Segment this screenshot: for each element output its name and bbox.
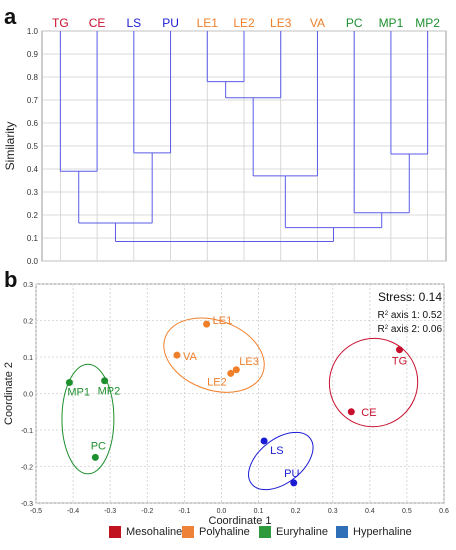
y-tick-label: -0.2 <box>21 465 33 472</box>
point-label-ce: CE <box>361 407 376 419</box>
legend-swatch-polyhaline <box>182 526 194 538</box>
x-tick-label: -0.2 <box>141 508 153 515</box>
legend-swatch-hyperhaline <box>336 526 348 538</box>
leaf-label-ce: CE <box>89 16 106 30</box>
y-tick-label: 0.0 <box>27 257 39 266</box>
legend-swatch-euryhaline <box>259 526 271 538</box>
x-tick-label: 0.5 <box>402 508 412 515</box>
legend-item-euryhaline: Euryhaline <box>259 525 328 539</box>
y-tick-label: 0.8 <box>27 73 39 82</box>
point-mp2 <box>101 377 109 385</box>
y-tick-label: 0.7 <box>27 96 39 105</box>
x-tick-label: 0.3 <box>328 508 338 515</box>
y-tick-label: 1.0 <box>27 27 39 36</box>
x-tick-label: 0.6 <box>439 508 449 515</box>
point-label-ls: LS <box>270 445 283 457</box>
point-label-tg: TG <box>392 356 407 368</box>
y-axis-label: Similarity <box>3 122 17 171</box>
y-tick-label: -0.3 <box>21 501 33 508</box>
group-ellipse-polyhaline <box>163 317 265 393</box>
legend-label-polyhaline: Polyhaline <box>199 526 250 538</box>
x-tick-label: -0.4 <box>67 508 79 515</box>
leaf-label-mp1: MP1 <box>379 16 404 30</box>
legend-label-euryhaline: Euryhaline <box>276 526 328 538</box>
x-tick-label: 0.1 <box>254 508 264 515</box>
point-label-mp1: MP1 <box>67 387 90 399</box>
leaf-label-ls: LS <box>126 16 141 30</box>
x-tick-label: 0.4 <box>365 508 375 515</box>
x-tick-label: -0.1 <box>178 508 190 515</box>
point-le2 <box>227 369 235 377</box>
y-tick-label: 0.1 <box>23 355 33 362</box>
point-tg <box>395 346 403 354</box>
point-pc <box>91 453 99 461</box>
group-ellipse-hyperhaline <box>248 431 314 491</box>
y-tick-label: 0.5 <box>27 142 39 151</box>
y-tick-label: -0.1 <box>21 428 33 435</box>
legend-item-hyperhaline: Hyperhaline <box>336 525 412 539</box>
r2-axis1-label: R2 axis 1: 0.52 <box>378 310 443 321</box>
y-tick-label: 0.3 <box>27 188 39 197</box>
leaf-label-va: VA <box>310 16 325 30</box>
y-tick-label: 0.3 <box>23 282 33 289</box>
legend-swatch-mesohaline <box>109 526 121 538</box>
x-tick-label: -0.3 <box>104 508 116 515</box>
point-va <box>173 351 181 359</box>
point-ce <box>347 408 355 416</box>
leaf-label-le1: LE1 <box>197 16 219 30</box>
leaf-label-mp2: MP2 <box>415 16 440 30</box>
x-axis-label: Coordinate 1 <box>209 515 272 527</box>
leaf-label-pu: PU <box>162 16 179 30</box>
group-ellipse-mesohaline <box>328 337 419 428</box>
x-tick-label: 0.0 <box>217 508 227 515</box>
y-tick-label: 0.0 <box>23 392 33 399</box>
y-tick-label: 0.9 <box>27 50 39 59</box>
group-ellipse-euryhaline <box>61 363 115 475</box>
point-label-va: VA <box>183 351 198 363</box>
point-label-pu: PU <box>284 468 299 480</box>
point-mp1 <box>65 379 73 387</box>
y-tick-label: 0.2 <box>27 211 39 220</box>
y-tick-label: 0.6 <box>27 119 39 128</box>
stress-annotation: Stress: 0.14 R2 axis 1: 0.52 R2 axis 2: … <box>378 290 443 335</box>
legend: Mesohaline Polyhaline Euryhaline Hyperha… <box>0 522 456 542</box>
panel-label-a: a <box>4 4 17 29</box>
dendrogram-chart: 0.0 0.1 0.2 0.3 0.4 0.5 0.6 0.7 0.8 0.9 1.0 Similar… <box>3 16 447 266</box>
point-label-le2: LE2 <box>207 376 227 388</box>
point-label-mp2: MP2 <box>98 386 121 398</box>
point-le1 <box>203 320 211 328</box>
leaf-label-pc: PC <box>346 16 363 30</box>
point-label-le3: LE3 <box>239 356 259 368</box>
legend-item-polyhaline: Polyhaline <box>182 525 250 539</box>
legend-item-mesohaline: Mesohaline <box>109 525 182 539</box>
y-axis-label: Coordinate 2 <box>3 362 15 425</box>
panel-label-b: b <box>4 267 17 292</box>
r2-axis2-label: R2 axis 2: 0.06 <box>378 324 443 335</box>
x-tick-label: -0.5 <box>30 508 42 515</box>
legend-label-hyperhaline: Hyperhaline <box>353 526 412 538</box>
point-ls <box>260 437 268 445</box>
point-label-pc: PC <box>91 440 106 452</box>
mds-scatter-chart: -0.5 -0.4 -0.3 -0.2 -0.1 0.0 0.1 0.2 0.3 0.4 0.5 0.… <box>3 282 449 527</box>
point-pu <box>290 479 298 487</box>
x-tick-label: 0.2 <box>291 508 301 515</box>
y-tick-label: 0.2 <box>23 319 33 326</box>
leaf-label-tg: TG <box>52 16 69 30</box>
y-tick-label: 0.4 <box>27 165 39 174</box>
leaf-label-le3: LE3 <box>270 16 292 30</box>
point-label-le1: LE1 <box>213 315 233 327</box>
y-tick-label: 0.1 <box>27 234 39 243</box>
stress-label: Stress: 0.14 <box>378 290 442 304</box>
leaf-label-le2: LE2 <box>233 16 255 30</box>
point-le3 <box>232 366 240 374</box>
legend-label-mesohaline: Mesohaline <box>126 526 183 538</box>
